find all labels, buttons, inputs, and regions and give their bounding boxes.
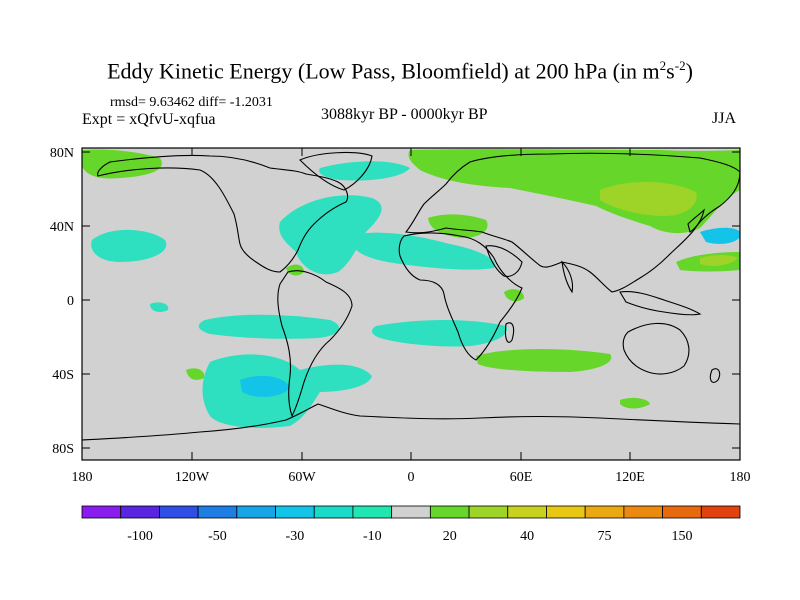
lat-tick-0: 0: [67, 294, 74, 309]
colorbar-label-0: -100: [127, 529, 153, 544]
lon-tick-60w: 60W: [288, 470, 316, 485]
colorbar-label-1: -50: [208, 529, 227, 544]
contour-pos-arctic-west: [82, 149, 162, 179]
coast-new-zealand: [709, 368, 721, 383]
contour-pos-indian-ocean: [476, 349, 612, 372]
coast-australia: [622, 322, 690, 375]
contour-pos-north-america-east: [286, 264, 304, 276]
colorbar-box-5: [275, 505, 315, 519]
stats-line: rmsd= 9.63462 diff= -1.2031: [110, 95, 273, 110]
contour-neg-southern-ocean-cyan: [240, 375, 290, 397]
contour-neg-north-america: [279, 195, 382, 275]
colorbar-box-11: [507, 505, 547, 519]
colorbar-label-7: 150: [671, 529, 692, 544]
coast-arabia: [485, 245, 523, 277]
contour-pos-europe-med: [428, 214, 488, 238]
contour-neg-north-atlantic: [350, 232, 496, 270]
colorbar-box-12: [546, 505, 586, 519]
colorbar-box-0: [81, 505, 122, 519]
colorbar-box-8: [391, 505, 431, 519]
diff-value: -1.2031: [229, 95, 273, 110]
contour-neg-south-pacific-large: [202, 354, 372, 428]
contour-pos-west-pacific-core: [700, 255, 738, 266]
coast-japan: [687, 208, 705, 233]
lon-tick-60e: 60E: [510, 470, 533, 485]
lat-tick-40s: 40S: [52, 368, 74, 383]
experiment-label: Expt = xQfvU-xqfua: [82, 111, 216, 128]
colorbar-labels: -100 -50 -30 -10 20 40 75 150: [127, 529, 692, 544]
contour-neg-east-asia: [700, 227, 740, 244]
colorbar-box-10: [468, 505, 509, 519]
colorbar: [81, 505, 741, 519]
season-label: JJA: [712, 110, 737, 127]
colorbar-box-13: [584, 505, 625, 519]
axis-ticks: [81, 148, 741, 460]
contour-fields: [82, 149, 740, 428]
colorbar-label-5: 40: [520, 529, 534, 544]
contour-pos-eurasia-core: [600, 181, 697, 216]
colorbar-box-1: [120, 505, 160, 519]
contour-pos-east-africa: [504, 289, 524, 302]
colorbar-box-15: [662, 505, 702, 519]
colorbar-box-16: [700, 505, 741, 519]
colorbar-box-4: [236, 505, 276, 519]
coast-eurasia: [404, 152, 740, 293]
colorbar-box-3: [197, 505, 238, 519]
lon-tick-0: 0: [408, 470, 415, 485]
colorbar-box-7: [352, 505, 393, 519]
coast-south-america: [277, 270, 353, 418]
lat-tick-40n: 40N: [50, 220, 74, 235]
lon-tick-120e: 120E: [615, 470, 645, 485]
colorbar-label-4: 20: [443, 529, 457, 544]
contour-neg-south-pacific-band: [198, 314, 340, 339]
period-label: 3088kyr BP - 0000kyr BP: [321, 106, 488, 123]
lat-tick-80n: 80N: [50, 146, 74, 161]
contour-neg-east-pacific-tropics: [150, 302, 169, 312]
lat-tick-80s: 80S: [52, 442, 74, 457]
coast-maritime-continent: [619, 291, 702, 316]
colorbar-label-3: -10: [363, 529, 382, 544]
coast-india: [561, 260, 574, 294]
colorbar-box-2: [159, 505, 199, 519]
coast-antarctica: [82, 403, 740, 441]
contour-neg-north-pacific: [91, 229, 167, 262]
colorbar-label-6: 75: [598, 529, 612, 544]
coastlines: [82, 152, 740, 441]
colorbar-box-14: [623, 505, 663, 519]
lon-tick-180w: 180: [72, 470, 93, 485]
lon-tick-180e: 180: [730, 470, 751, 485]
contour-neg-south-atlantic: [371, 320, 508, 347]
contour-pos-south-pacific-small: [186, 368, 205, 380]
coast-north-america: [97, 154, 349, 273]
colorbar-box-9: [429, 505, 470, 519]
colorbar-label-2: -30: [286, 529, 305, 544]
contour-pos-southern-ocean: [620, 397, 650, 409]
coast-madagascar: [504, 322, 515, 343]
plot-title: Eddy Kinetic Energy (Low Pass, Bloomfiel…: [107, 58, 693, 84]
colorbar-box-6: [313, 505, 354, 519]
rmsd-value: 9.63462: [149, 95, 195, 110]
lon-tick-120w: 120W: [175, 470, 210, 485]
coast-greenland: [299, 152, 373, 191]
contour-neg-arctic-atlantic: [319, 161, 410, 181]
